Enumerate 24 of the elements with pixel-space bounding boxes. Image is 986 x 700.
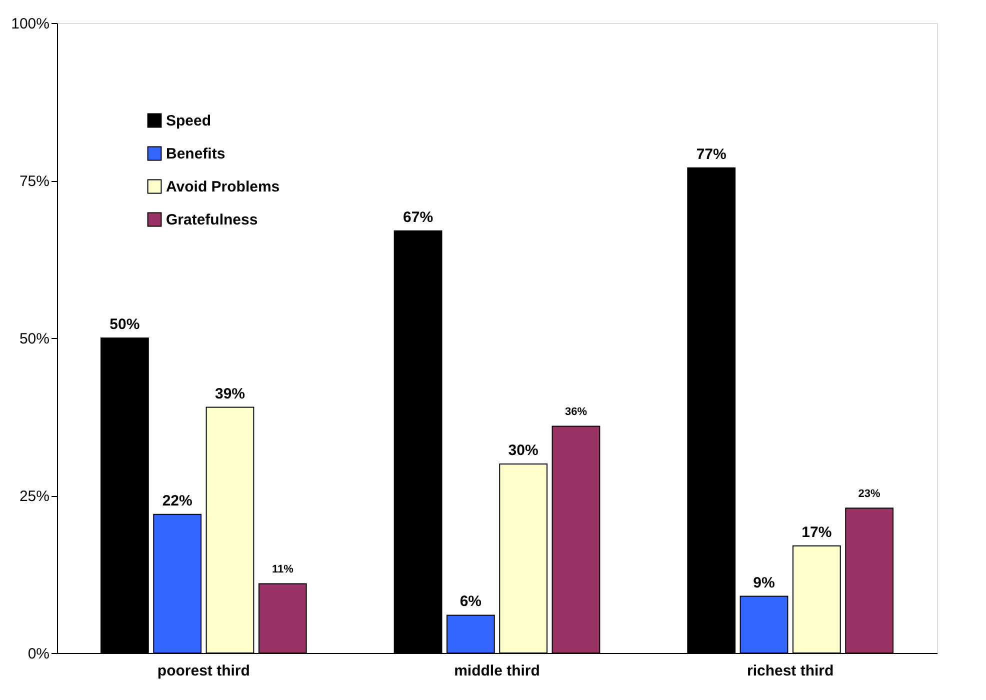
y-tick-label: 0% (28, 646, 50, 662)
data-label: 67% (403, 208, 434, 226)
legend-label: Gratefulness (166, 212, 258, 228)
data-label: 36% (564, 406, 588, 418)
x-tick-label: poorest third (157, 662, 250, 680)
x-tick-label: richest third (746, 662, 834, 680)
data-label: 77% (696, 146, 726, 163)
legend-label: Benefits (166, 146, 226, 162)
legend-label: Avoid Problems (166, 178, 280, 196)
data-label: 50% (110, 316, 140, 333)
y-tick-label: 100% (11, 16, 50, 32)
data-label: 39% (214, 385, 246, 402)
data-label: 9% (753, 574, 775, 592)
data-label: 30% (508, 442, 538, 459)
data-label: 17% (802, 524, 832, 541)
y-tick-label: 50% (19, 330, 50, 348)
data-label: 23% (858, 488, 881, 500)
x-tick-label: middle third (454, 662, 540, 680)
y-tick-label: 25% (19, 488, 50, 505)
legend-label: Speed (166, 112, 212, 130)
y-tick-label: 75% (19, 173, 50, 190)
data-label: 22% (162, 492, 192, 510)
data-label: 6% (460, 593, 482, 610)
data-label: 11% (272, 564, 294, 576)
